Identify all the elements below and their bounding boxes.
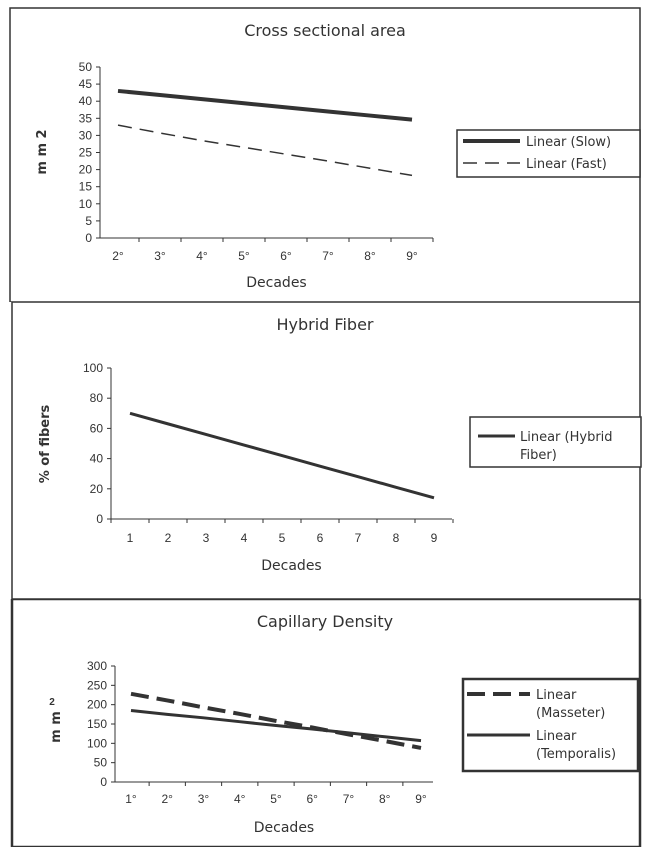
y-tick-label: 10	[79, 197, 93, 211]
x-tick-label: 2°	[112, 249, 124, 263]
y-axis-label-superscript: 2	[49, 697, 55, 708]
x-tick-label: 5	[279, 531, 286, 545]
y-tick-label: 20	[90, 482, 104, 496]
x-tick-label: 2°	[162, 792, 174, 806]
y-tick-label: 250	[87, 678, 107, 692]
x-tick-label: 9	[431, 531, 438, 545]
x-tick-label: 2	[165, 531, 172, 545]
y-tick-label: 150	[87, 717, 107, 731]
y-axis-label: m m	[49, 711, 64, 743]
chart-capillary-density: Capillary Density 0 50 100 150 200 250 300 1° 2° 3…	[0, 599, 651, 847]
chart-cross-sectional-area: Cross sectional area 0 5 10 15 20 25 30 35 40 45 50…	[0, 0, 651, 302]
chart-title: Cross sectional area	[244, 21, 406, 40]
y-tick-label: 50	[94, 756, 108, 770]
y-tick-label: 40	[90, 452, 104, 466]
y-tick-label: 100	[87, 736, 107, 750]
x-tick-label: 8°	[379, 792, 391, 806]
x-tick-label: 3°	[198, 792, 210, 806]
chart-hybrid-fiber: Hybrid Fiber 0 20 40 60 80 100 1 2 3 4 5 6 7 8 9 Decades…	[0, 302, 651, 599]
legend-box	[469, 416, 642, 468]
y-tick-label: 300	[87, 659, 107, 673]
legend-label: Linear (Slow)	[526, 135, 611, 150]
x-tick-label: 7	[355, 531, 362, 545]
x-tick-label: 3°	[154, 249, 166, 263]
y-tick-label: 80	[90, 391, 104, 405]
chart-title: Hybrid Fiber	[277, 315, 374, 334]
y-axis-label: % of fibers	[38, 404, 53, 483]
x-tick-label: 8	[393, 531, 400, 545]
legend-label: Linear (Fast)	[526, 157, 607, 172]
x-tick-label: 5°	[270, 792, 282, 806]
x-tick-label: 9°	[415, 792, 427, 806]
legend-label: Linear	[536, 688, 577, 703]
y-tick-label: 0	[100, 775, 107, 789]
x-tick-label: 4°	[196, 249, 208, 263]
chart-svg: Capillary Density 0 50 100 150 200 250 300 1° 2° 3…	[10, 599, 642, 847]
x-tick-label: 5°	[238, 249, 250, 263]
y-tick-label: 50	[79, 60, 93, 74]
legend-label: Linear (Hybrid	[520, 430, 613, 445]
x-axis-label: Decades	[261, 558, 321, 574]
y-tick-label: 100	[83, 361, 103, 375]
legend-label: Fiber)	[520, 448, 557, 463]
legend-label: (Masseter)	[536, 706, 605, 721]
chart-title: Capillary Density	[257, 612, 393, 631]
series-line-1	[117, 124, 413, 177]
chart-svg: Cross sectional area 0 5 10 15 20 25 30 35 40 45 50…	[9, 7, 641, 302]
x-tick-label: 4	[241, 531, 248, 545]
legend-label: (Temporalis)	[536, 747, 616, 762]
x-tick-label: 7°	[322, 249, 334, 263]
legend-label: Linear	[536, 729, 577, 744]
x-axis-label: Decades	[246, 275, 306, 291]
y-tick-label: 0	[96, 512, 103, 526]
y-tick-label: 20	[79, 163, 93, 177]
x-tick-label: 4°	[234, 792, 246, 806]
series-line-0	[130, 691, 422, 750]
x-tick-label: 6°	[307, 792, 319, 806]
y-tick-label: 35	[79, 111, 93, 125]
series-line-0	[129, 411, 435, 500]
y-tick-label: 200	[87, 698, 107, 712]
x-tick-label: 1°	[125, 792, 137, 806]
y-tick-label: 45	[79, 77, 93, 91]
y-tick-label: 15	[79, 180, 93, 194]
x-tick-label: 6	[317, 531, 324, 545]
y-tick-label: 5	[85, 214, 92, 228]
y-tick-label: 25	[79, 146, 93, 160]
y-tick-label: 0	[85, 231, 92, 245]
legend-box	[461, 677, 640, 773]
x-axis-label: Decades	[254, 820, 314, 836]
panel-frame	[10, 599, 642, 847]
legend-box	[456, 129, 641, 178]
y-axis-label: m m 2	[35, 129, 50, 174]
chart-svg: Hybrid Fiber 0 20 40 60 80 100 1 2 3 4 5 6 7 8 9 Decades…	[11, 302, 642, 599]
x-tick-label: 6°	[280, 249, 292, 263]
x-tick-label: 9°	[406, 249, 418, 263]
series-line-1	[130, 708, 422, 743]
x-tick-label: 1	[127, 531, 134, 545]
x-tick-label: 3	[203, 531, 210, 545]
y-tick-label: 60	[90, 421, 104, 435]
x-tick-label: 7°	[343, 792, 355, 806]
series-line-0	[117, 88, 413, 122]
x-tick-label: 8°	[364, 249, 376, 263]
y-tick-label: 40	[79, 94, 93, 108]
y-tick-label: 30	[79, 128, 93, 142]
